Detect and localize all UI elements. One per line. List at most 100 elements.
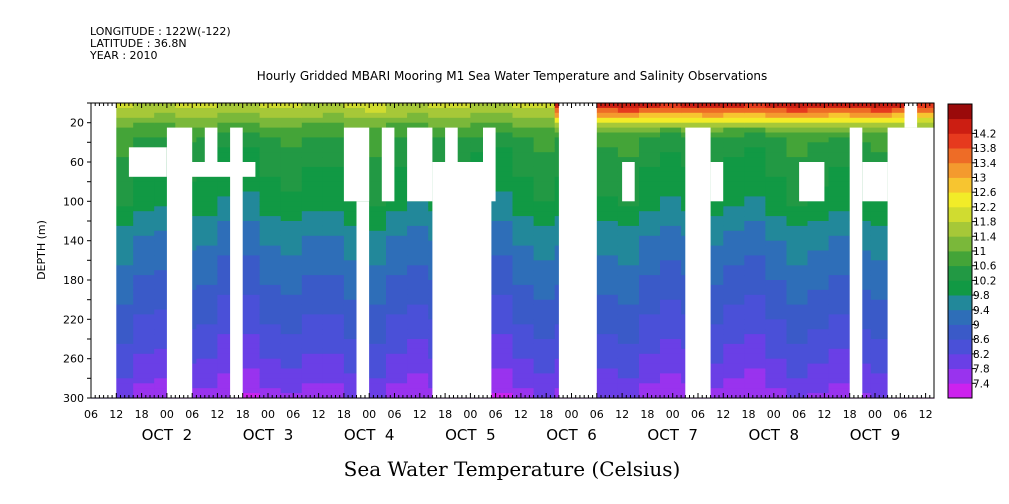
temperature-cell [343,117,366,124]
temperature-cell [744,103,766,109]
temperature-cell [154,122,176,129]
temperature-cell [744,112,766,119]
temperature-cell [807,284,830,291]
colorbar-swatch [948,148,972,164]
temperature-cell [828,127,851,134]
temperature-cell [765,358,788,365]
temperature-cell [512,304,535,311]
temperature-cell [386,196,408,202]
temperature-cell [639,309,661,315]
temperature-cell [133,112,155,119]
temperature-cell [702,157,724,163]
temperature-cell [322,373,345,379]
temperature-cell [386,127,408,134]
temperature-cell [512,284,535,291]
temperature-cell [660,122,682,129]
temperature-cell [617,299,640,306]
temperature-cell [343,329,366,335]
temperature-cell [870,127,893,134]
temperature-cell [870,304,893,311]
temperature-cell [744,280,766,286]
temperature-cell [407,255,429,261]
temperature-cell [407,324,429,330]
temperature-cell [807,122,830,129]
temperature-cell [217,152,240,158]
temperature-cell [133,137,155,143]
temperature-cell [112,324,134,330]
temperature-cell [491,157,514,163]
temperature-cell [280,152,303,158]
temperature-cell [154,216,176,222]
temperature-cell [301,383,324,389]
temperature-cell [154,176,176,183]
temperature-cell [386,162,408,168]
temperature-cell [386,373,408,379]
temperature-cell [365,176,387,183]
temperature-cell [744,132,766,138]
temperature-cell [870,339,893,345]
temperature-cell [660,309,682,315]
temperature-cell [596,270,619,276]
longitude-text: LONGITUDE : 122W(-122) [90,25,231,38]
temperature-cell [723,280,745,286]
temperature-cell [217,363,240,370]
temperature-cell [702,132,724,138]
temperature-cell [386,304,408,311]
x-hour-tick-label: 18 [640,408,654,421]
temperature-cell [280,221,303,227]
temperature-cell [723,299,745,306]
temperature-cell [154,368,176,374]
temperature-cell [660,142,682,148]
temperature-cell [533,245,556,252]
temperature-cell [280,117,303,124]
temperature-cell [154,142,176,148]
temperature-cell [238,107,261,114]
temperature-cell [133,358,155,365]
temperature-cell [407,304,429,311]
temperature-cell [112,142,134,148]
temperature-cell [154,127,176,134]
temperature-cell [828,343,851,350]
colorbar-label: 9 [973,320,980,332]
temperature-cell [112,152,134,158]
temperature-cell [217,275,240,281]
temperature-cell [112,122,134,129]
temperature-cell [196,304,219,311]
temperature-cell [912,103,935,109]
x-hour-tick-label: 00 [463,408,477,421]
temperature-cell [765,230,788,237]
x-hour-tick-label: 12 [210,408,224,421]
temperature-cell [133,324,155,330]
x-hour-tick-label: 18 [135,408,149,421]
temperature-cell [238,304,261,311]
temperature-cell [596,176,619,183]
temperature-cell [596,171,619,178]
temperature-cell [807,324,830,330]
temperature-cell [828,339,851,345]
temperature-cell [828,186,851,193]
temperature-cell [175,103,197,109]
temperature-cell [870,250,893,256]
colorbar-label: 10.2 [973,275,996,287]
temperature-cell [259,171,282,178]
temperature-cell [386,250,408,256]
temperature-cell [322,304,345,311]
temperature-cell [660,304,682,311]
temperature-cell [639,186,661,193]
temperature-cell [639,388,661,394]
temperature-cell [828,299,851,306]
temperature-cell [154,309,176,315]
temperature-cell [828,142,851,148]
temperature-cell [870,284,893,291]
temperature-cell [154,255,176,261]
temperature-cell [596,230,619,237]
temperature-cell [238,388,261,394]
temperature-cell [259,373,282,379]
temperature-cell [702,334,724,340]
temperature-cell [807,289,830,296]
temperature-cell [280,255,303,261]
temperature-cell [259,255,282,261]
temperature-cell [280,260,303,266]
temperature-cell [238,142,261,148]
temperature-cell [133,299,155,306]
